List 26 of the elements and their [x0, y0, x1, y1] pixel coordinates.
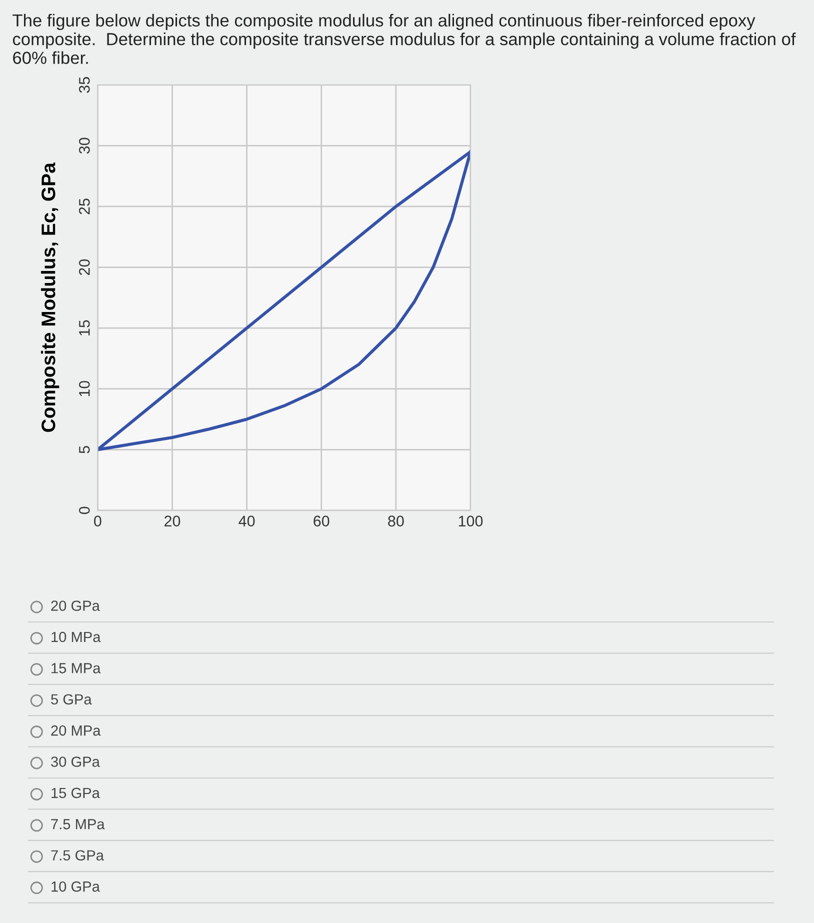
x-tick-label: 100: [458, 516, 483, 526]
y-tick-label: 15: [79, 320, 90, 336]
text: 20 GPa: [51, 600, 100, 611]
text: 7.5 MPa: [51, 819, 105, 830]
y-tick-label: 30: [78, 138, 90, 154]
text: 15 GPa: [52, 788, 100, 798]
text: 7.5 GPa: [51, 850, 104, 861]
y-tick-label: 35: [78, 77, 90, 93]
chart-title: The figure below depicts the composite modulus for an aligned continuous fiber-reinforced epoxy composite. Determine the composite transverse modulus for a sample containing a volume fraction of 60% fiber.: [12, 14, 796, 64]
x-tick-label: 80: [388, 516, 404, 526]
y-tick-label: 0: [78, 506, 90, 514]
y-tick-label: 20: [78, 259, 90, 275]
text: 10 MPa: [52, 632, 101, 642]
x-tick-label: 60: [314, 516, 330, 526]
x-tick-label: 0: [94, 516, 102, 526]
text: 30 GPa: [51, 756, 100, 767]
text: 20 MPa: [51, 725, 101, 736]
text: 5 GPa: [51, 694, 92, 705]
y-axis-title: Composite Modulus, Ec, GPa: [41, 162, 60, 432]
y-tick-label: 5: [79, 446, 90, 454]
text: 15 MPa: [52, 663, 101, 674]
x-tick-label: 20: [164, 516, 180, 526]
x-tick-label: 40: [238, 516, 255, 526]
y-tick-label: 10: [78, 380, 90, 396]
text: 10 GPa: [52, 881, 100, 892]
y-tick-label: 25: [78, 198, 90, 214]
